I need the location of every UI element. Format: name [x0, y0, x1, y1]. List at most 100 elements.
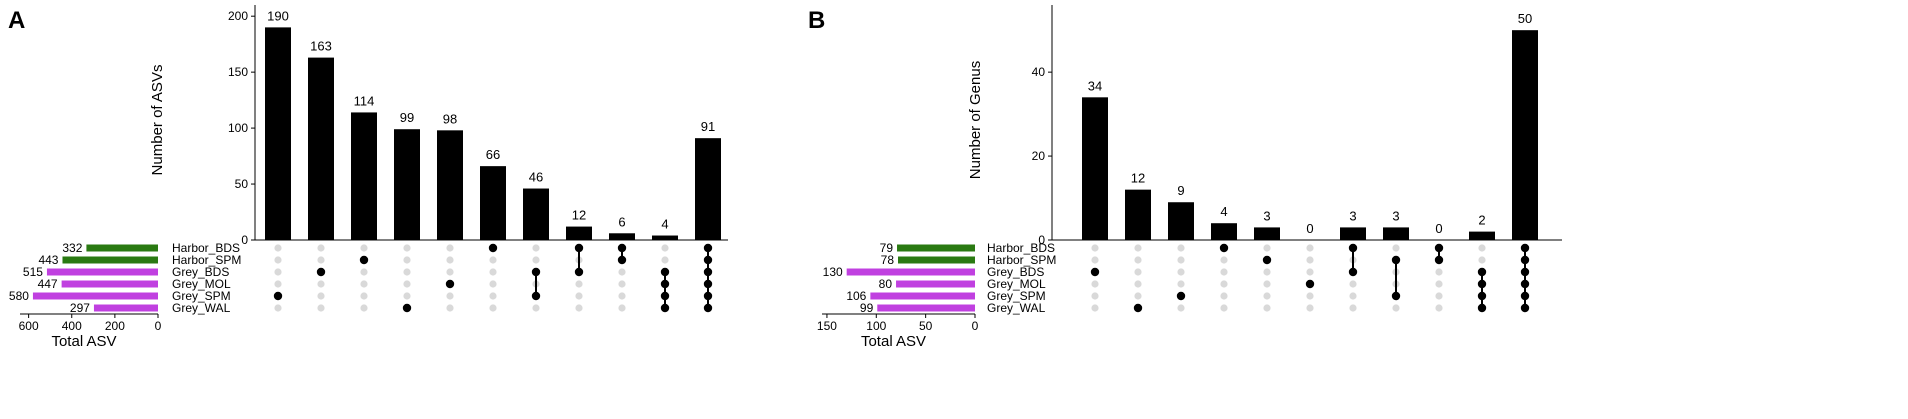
- bar-value-label: 0: [1435, 221, 1442, 236]
- matrix-dot-inactive: [1263, 292, 1271, 300]
- intersection-bar: [609, 233, 635, 240]
- set-size-value: 447: [38, 277, 58, 291]
- intersection-bar: [437, 130, 463, 240]
- matrix-dot-inactive: [489, 280, 497, 288]
- matrix-dot-inactive: [1349, 304, 1357, 312]
- y-tick-label: 50: [235, 177, 249, 191]
- matrix-dot-active: [1520, 291, 1530, 301]
- matrix-dot-inactive: [403, 256, 411, 264]
- intersection-bar: [1254, 227, 1280, 240]
- bar-value-label: 0: [1306, 221, 1313, 236]
- matrix-dot-inactive: [532, 244, 540, 252]
- matrix-dot-active: [531, 267, 541, 277]
- matrix-dot-active: [1262, 255, 1272, 265]
- matrix-dot-inactive: [1134, 244, 1142, 252]
- bar-value-label: 6: [618, 214, 625, 229]
- intersection-bar: [1469, 231, 1495, 240]
- set-size-value: 580: [9, 289, 29, 303]
- set-name-label: Grey_WAL: [987, 301, 1046, 315]
- bar-value-label: 114: [354, 93, 375, 108]
- panel-label: A: [8, 7, 25, 34]
- matrix-dot-active: [703, 279, 713, 289]
- set-size-bar: [86, 244, 158, 252]
- matrix-dot-active: [402, 303, 412, 313]
- y-tick-label: 150: [228, 65, 248, 79]
- matrix-dot-active: [1434, 243, 1444, 253]
- intersection-bar: [394, 129, 420, 240]
- upset-panel-b: B 0 20 40 Number of Genus 34 12 9 4 3 0 3 3 0 2 50 79 Har…: [808, 5, 1562, 350]
- matrix-dot-inactive: [1134, 292, 1142, 300]
- matrix-dot-inactive: [618, 280, 626, 288]
- matrix-dot-inactive: [1177, 256, 1185, 264]
- matrix-dot-inactive: [274, 244, 282, 252]
- matrix-dot-active: [1305, 279, 1315, 289]
- matrix-dot-active: [1348, 243, 1358, 253]
- matrix-dot-active: [316, 267, 326, 277]
- matrix-dot-inactive: [1263, 280, 1271, 288]
- set-size-bar: [898, 256, 975, 264]
- matrix-dot-inactive: [446, 268, 454, 276]
- matrix-dot-active: [1090, 267, 1100, 277]
- matrix-dot-active: [660, 279, 670, 289]
- matrix-dot-inactive: [1134, 256, 1142, 264]
- matrix-dot-inactive: [1177, 268, 1185, 276]
- matrix-dot-inactive: [360, 268, 368, 276]
- matrix-dot-active: [703, 255, 713, 265]
- set-size-bar: [32, 292, 158, 300]
- matrix-dot-active: [1477, 267, 1487, 277]
- matrix-dot-inactive: [317, 256, 325, 264]
- matrix-dot-active: [1477, 279, 1487, 289]
- matrix-dot-active: [1477, 303, 1487, 313]
- matrix-dot-active: [617, 243, 627, 253]
- matrix-dot-inactive: [403, 268, 411, 276]
- set-size-value: 443: [38, 253, 58, 267]
- matrix-dot-inactive: [446, 304, 454, 312]
- set-size-bar: [93, 304, 158, 312]
- bar-value-label: 91: [701, 119, 715, 134]
- matrix-dot-inactive: [317, 280, 325, 288]
- set-size-bar: [846, 268, 975, 276]
- intersection-bar: [308, 57, 334, 240]
- matrix-dot-inactive: [274, 280, 282, 288]
- matrix-dot-active: [1391, 291, 1401, 301]
- intersection-bar: [1340, 227, 1366, 240]
- matrix-dot-inactive: [618, 268, 626, 276]
- matrix-dot-inactive: [532, 256, 540, 264]
- matrix-dot-inactive: [661, 256, 669, 264]
- upset-panel-a: A 0 50 100 150 200 Number of ASVs 190 163 114 99 98…: [8, 5, 728, 350]
- intersection-bar: [265, 27, 291, 241]
- bar-value-label: 12: [572, 208, 586, 223]
- bar-value-label: 3: [1349, 208, 1356, 223]
- intersection-bar: [1383, 227, 1409, 240]
- set-size-bar: [877, 304, 975, 312]
- set-size-tick-label: 600: [19, 319, 39, 333]
- matrix-dot-inactive: [403, 280, 411, 288]
- matrix-dot-inactive: [532, 304, 540, 312]
- matrix-dot-inactive: [1306, 292, 1314, 300]
- matrix-dot-inactive: [1306, 244, 1314, 252]
- matrix-dot-active: [1520, 243, 1530, 253]
- matrix-dot-inactive: [274, 304, 282, 312]
- matrix-dot-inactive: [1220, 268, 1228, 276]
- matrix-dot-active: [703, 303, 713, 313]
- bar-value-label: 4: [1220, 204, 1227, 219]
- matrix-dot-inactive: [1091, 244, 1099, 252]
- matrix-dot-inactive: [274, 256, 282, 264]
- matrix-dot-active: [488, 243, 498, 253]
- set-size-tick-label: 150: [817, 319, 837, 333]
- set-size-value: 297: [70, 301, 90, 315]
- matrix-dot-active: [1434, 255, 1444, 265]
- intersection-bar: [1168, 202, 1194, 240]
- set-name-label: Grey_SPM: [172, 289, 231, 303]
- y-tick-label: 40: [1032, 65, 1046, 79]
- matrix-dot-active: [1133, 303, 1143, 313]
- set-size-value: 515: [23, 265, 43, 279]
- bar-value-label: 66: [486, 147, 500, 162]
- bar-value-label: 163: [310, 39, 332, 54]
- matrix-dot-inactive: [1306, 304, 1314, 312]
- bar-value-label: 46: [529, 170, 543, 185]
- matrix-dot-active: [660, 267, 670, 277]
- set-size-bar: [870, 292, 975, 300]
- bar-value-label: 9: [1177, 183, 1184, 198]
- matrix-dot-active: [574, 243, 584, 253]
